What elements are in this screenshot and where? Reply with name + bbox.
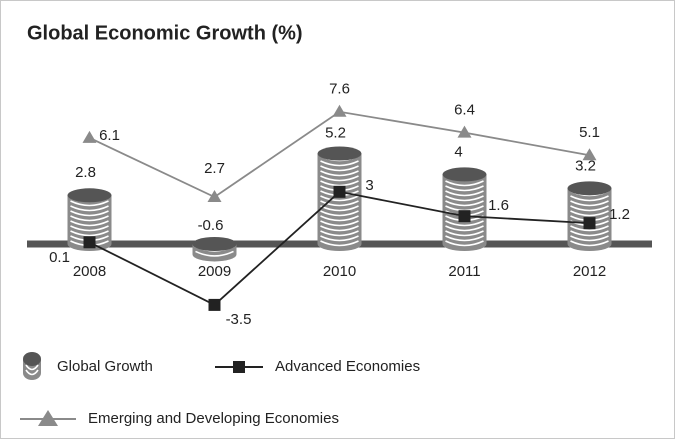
data-label: 0.1 [49, 249, 70, 266]
coin-edge [320, 170, 359, 177]
legend-marker [233, 361, 245, 373]
coin-edge [70, 220, 109, 227]
data-label: 6.1 [99, 127, 120, 144]
coin-edge [445, 195, 484, 202]
coin-edge [445, 220, 484, 227]
coin-edge [445, 240, 484, 247]
data-label: -3.5 [226, 311, 252, 328]
marker [458, 210, 471, 223]
coin-edge [70, 215, 109, 222]
marker [333, 185, 346, 198]
coin-edge [70, 210, 109, 217]
coin-edge [445, 230, 484, 237]
coin-edge [320, 240, 359, 247]
coin-bottom [23, 366, 41, 380]
marker [582, 148, 597, 161]
marker [207, 190, 222, 203]
coin-edge [320, 180, 359, 187]
coin-edge [445, 185, 484, 192]
coin-edge [70, 200, 109, 207]
coin-edge [445, 200, 484, 207]
legend-label: Advanced Economies [275, 358, 420, 375]
coin-edge [320, 210, 359, 217]
coin-bottom [317, 237, 362, 251]
marker [82, 130, 97, 143]
coin-edge [25, 369, 39, 376]
legend-swatch [23, 352, 41, 380]
coin-edge [320, 220, 359, 227]
coin-edge [320, 195, 359, 202]
x-tick-label: 2009 [198, 263, 231, 280]
marker [208, 298, 221, 311]
coin-edge [445, 190, 484, 197]
chart-title: Global Economic Growth (%) [27, 22, 303, 44]
data-label: 2.7 [204, 160, 225, 177]
x-tick-label: 2010 [323, 263, 356, 280]
coin-top [317, 146, 362, 161]
coin-edge [445, 180, 484, 187]
coin-edge [320, 230, 359, 237]
coin-top [23, 352, 41, 366]
legend-marker [38, 410, 58, 426]
coin-bottom [442, 237, 487, 251]
coin-edge [445, 225, 484, 232]
data-label: 3.2 [575, 157, 596, 174]
data-label: 2.8 [75, 164, 96, 181]
coin-edge [195, 250, 234, 257]
data-label: -0.6 [198, 217, 224, 234]
coin-edge [320, 225, 359, 232]
coin-edge [570, 210, 609, 217]
x-tick-label: 2011 [448, 263, 480, 280]
coin-edge [320, 165, 359, 172]
legend-label: Global Growth [57, 358, 153, 375]
coin-edge [570, 195, 609, 202]
coin-edge [445, 235, 484, 242]
x-tick-label: 2008 [73, 263, 106, 280]
coin-edge [70, 225, 109, 232]
coin-edge [70, 230, 109, 237]
coin-edge [320, 215, 359, 222]
coin-edge [570, 225, 609, 232]
bar [192, 237, 237, 262]
coin-top [67, 188, 112, 203]
bar [442, 167, 487, 251]
data-label: 3 [365, 177, 373, 194]
coin-edge [570, 240, 609, 247]
data-label: 1.6 [488, 197, 509, 214]
marker [583, 217, 596, 230]
coin-edge [25, 364, 39, 371]
data-label: 1.2 [609, 206, 630, 223]
coin-edge [320, 235, 359, 242]
coin-edge [570, 200, 609, 207]
marker [332, 104, 347, 117]
data-label: 6.4 [454, 102, 475, 119]
coin-top [192, 237, 237, 251]
bar [317, 146, 362, 251]
coin-bottom [192, 247, 237, 262]
coin-edge [320, 200, 359, 207]
x-tick-label: 2012 [573, 263, 606, 280]
legend-label: Emerging and Developing Economies [88, 410, 339, 427]
data-label: 7.6 [329, 81, 350, 98]
coin-edge [320, 175, 359, 182]
marker [83, 236, 96, 249]
coin-edge [570, 230, 609, 237]
bar [567, 181, 612, 251]
data-label: 4 [454, 143, 462, 160]
coin-top [567, 181, 612, 196]
coin-edge [570, 235, 609, 242]
coin-edge [70, 205, 109, 212]
marker [457, 125, 472, 138]
coin-top [442, 167, 487, 182]
data-label: 5.2 [325, 124, 346, 141]
coin-edge [570, 205, 609, 212]
data-label: 5.1 [579, 124, 600, 141]
coin-edge [320, 160, 359, 167]
coin-bottom [567, 237, 612, 251]
